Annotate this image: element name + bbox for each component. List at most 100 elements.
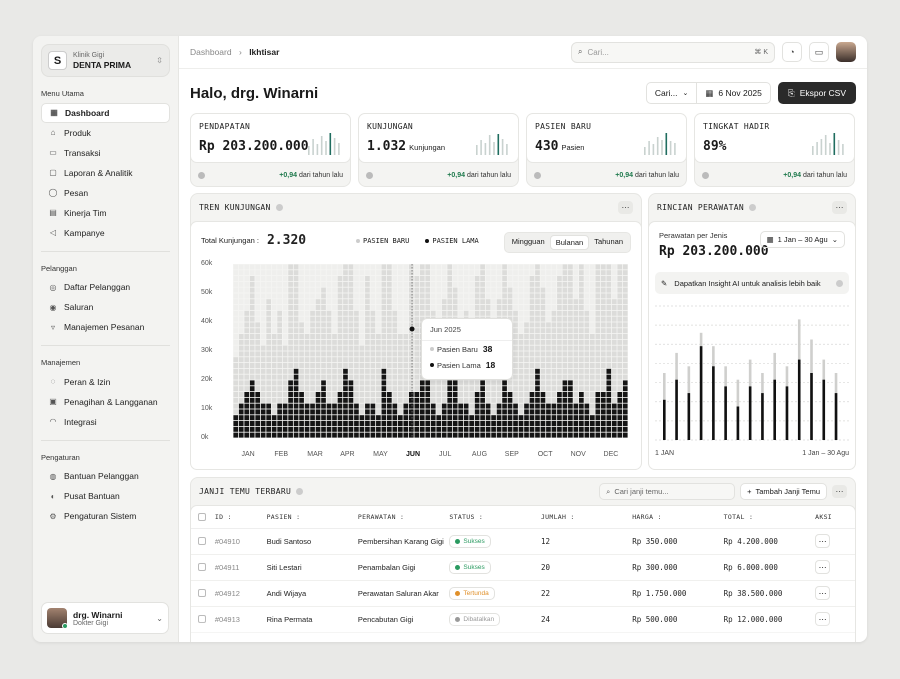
appointment-search-input[interactable]: Cari janji temu...: [614, 487, 669, 496]
sidebar-item-produk[interactable]: ⌂ Produk: [41, 123, 170, 143]
global-search[interactable]: ⌕ Cari... ⌘ K: [571, 41, 775, 63]
sidebar-item-pusat-bantuan[interactable]: ◐ Pusat Bantuan: [41, 487, 170, 507]
sidebar-item-penagihan-langganan[interactable]: ▣ Penagihan & Langganan: [41, 392, 170, 412]
row-checkbox[interactable]: [198, 563, 206, 571]
grid-cell: [392, 328, 398, 334]
table-row[interactable]: #04911 Siti Lestari Penambalan Gigi Sukses 2…: [191, 554, 855, 581]
grid-cell: [387, 368, 392, 374]
grid-cell: [584, 345, 590, 351]
row-checkbox[interactable]: [198, 537, 206, 545]
grid-cell: [584, 287, 590, 293]
sidebar-item-pesan[interactable]: ◯ Pesan: [41, 183, 170, 203]
column-header[interactable]: ID :: [214, 506, 267, 529]
row-checkbox[interactable]: [198, 615, 206, 623]
kpi-card-pendapatan[interactable]: PENDAPATAN Rp 203.200.000 +0,94 dari tahun …: [190, 113, 351, 187]
sidebar-item-dashboard[interactable]: ▦ Dashboard: [41, 103, 170, 123]
grid-cell: [546, 299, 551, 305]
grid-cell: [321, 322, 326, 328]
sidebar-item-manajemen-pesanan[interactable]: ▿ Manajemen Pesanan: [41, 318, 170, 338]
sidebar-item-integrasi[interactable]: ◠ Integrasi: [41, 412, 170, 432]
top-avatar[interactable]: [836, 42, 856, 62]
inbox-icon[interactable]: ▭: [809, 42, 829, 62]
kpi-card-tingkat-hadir[interactable]: TINGKAT HADIR 89% +0,94 dari tahun lalu: [694, 113, 855, 187]
grid-cell: [381, 339, 387, 345]
kpi-value: 430: [535, 139, 559, 154]
grid-cell: [458, 409, 464, 415]
sidebar-item-pengaturan-sistem[interactable]: ⚙ Pengaturan Sistem: [41, 507, 170, 527]
date-range-picker[interactable]: ▦ 1 Jan – 30 Agu ⌄: [759, 231, 845, 248]
close-icon[interactable]: [836, 279, 843, 287]
grid-cell: [458, 270, 464, 276]
grid-cell: [392, 392, 398, 397]
breakdown-bar-main: [785, 386, 789, 440]
period-tab-bulanan[interactable]: Bulanan: [549, 235, 590, 250]
grid-cell: [244, 339, 250, 345]
grid-cell: [244, 368, 250, 374]
grid-cell: [600, 264, 606, 270]
grid-cell: [310, 299, 315, 305]
sidebar-item-saluran[interactable]: ◉ Saluran: [41, 298, 170, 318]
clinic-switcher[interactable]: S Klinik Gigi DENTA PRIMA ⇳: [41, 44, 170, 77]
table-row[interactable]: #04912 Andi Wijaya Perawatan Saluran Akar T…: [191, 580, 855, 607]
grid-cell: [238, 264, 244, 270]
grid-cell: [238, 293, 244, 299]
grid-cell: [491, 380, 496, 386]
appointment-search[interactable]: ⌕ Cari janji temu...: [599, 483, 736, 500]
export-csv-button[interactable]: ⎘ Ekspor CSV: [777, 82, 856, 104]
column-header[interactable]: JUMLAH :: [540, 506, 633, 529]
sparkline-bar: [488, 135, 491, 155]
grid-cell: [260, 334, 266, 339]
grid-cell: [474, 276, 480, 281]
select-all-checkbox[interactable]: [198, 512, 206, 521]
period-tab-tahunan[interactable]: Tahunan: [594, 237, 623, 246]
grid-cell: [387, 310, 392, 316]
ai-insight-banner[interactable]: ✎ Dapatkan Insight AI untuk analisis lebi…: [655, 272, 849, 294]
sidebar-item-peran-izin[interactable]: ◌ Peran & Izin: [41, 372, 170, 392]
info-icon: [702, 171, 709, 179]
grid-cell: [425, 421, 431, 426]
column-header[interactable]: PERAWATAN :: [357, 506, 450, 529]
grid-cell: [441, 432, 447, 438]
more-options-button[interactable]: ⋯: [832, 485, 847, 498]
grid-cell: [408, 345, 414, 351]
date-picker[interactable]: ▦ 6 Nov 2025: [697, 82, 771, 104]
row-actions-button[interactable]: ⋯: [815, 534, 831, 548]
row-checkbox[interactable]: [198, 589, 206, 597]
notification-bell-icon[interactable]: ◔: [782, 42, 802, 62]
grid-cell: [277, 287, 282, 293]
sidebar-item-laporan-analitik[interactable]: ▢ Laporan & Analitik: [41, 163, 170, 183]
search-input[interactable]: Cari...: [587, 47, 609, 57]
row-actions-button[interactable]: ⋯: [815, 586, 831, 600]
legend-new-label: PASIEN BARU: [363, 237, 410, 245]
kpi-card-kunjungan[interactable]: KUNJUNGAN 1.032 Kunjungan +0,94 dari tahun l…: [358, 113, 519, 187]
kpi-card-pasien-baru[interactable]: PASIEN BARU 430 Pasien +0,94 dari tahun lalu: [526, 113, 687, 187]
table-row[interactable]: #04913 Rina Permata Pencabutan Gigi Dibatal…: [191, 606, 855, 633]
export-label: Ekspor CSV: [799, 88, 846, 98]
more-options-button[interactable]: ⋯: [618, 201, 633, 214]
user-card[interactable]: drg. Winarni Dokter Gigi ⌄: [41, 602, 169, 634]
sidebar-item-transaksi[interactable]: ▭ Transaksi: [41, 143, 170, 163]
sidebar-item-label: Integrasi: [64, 416, 97, 427]
sidebar-item-kampanye[interactable]: ◁ Kampanye: [41, 223, 170, 243]
filter-search-dropdown[interactable]: Cari... ⌄: [645, 82, 698, 104]
add-appointment-button[interactable]: + Tambah Janji Temu: [740, 483, 827, 500]
breadcrumb-root[interactable]: Dashboard: [190, 47, 232, 57]
column-header[interactable]: PASIEN :: [266, 506, 358, 529]
sidebar-item-kinerja-tim[interactable]: ▤ Kinerja Tim: [41, 203, 170, 223]
sidebar-item-bantuan-pelanggan[interactable]: ◍ Bantuan Pelanggan: [41, 467, 170, 487]
column-header[interactable]: TOTAL :: [723, 506, 816, 529]
grid-cell: [387, 357, 392, 363]
row-actions-button[interactable]: ⋯: [815, 560, 831, 574]
column-header[interactable]: HARGA :: [632, 506, 724, 529]
sidebar-item-daftar-pelanggan[interactable]: ◎ Daftar Pelanggan: [41, 278, 170, 298]
period-tab-mingguan[interactable]: Mingguan: [511, 237, 545, 246]
more-options-button[interactable]: ⋯: [832, 201, 847, 214]
column-header[interactable]: STATUS :: [449, 506, 541, 529]
table-row[interactable]: #04910 Budi Santoso Pembersihan Karang Gig…: [191, 528, 855, 555]
grid-cell: [299, 316, 304, 322]
grid-cell: [255, 363, 261, 368]
row-actions-button[interactable]: ⋯: [815, 612, 831, 626]
grid-cell: [568, 264, 573, 270]
column-header[interactable]: AKSI: [815, 506, 855, 529]
grid-cell: [507, 392, 513, 397]
